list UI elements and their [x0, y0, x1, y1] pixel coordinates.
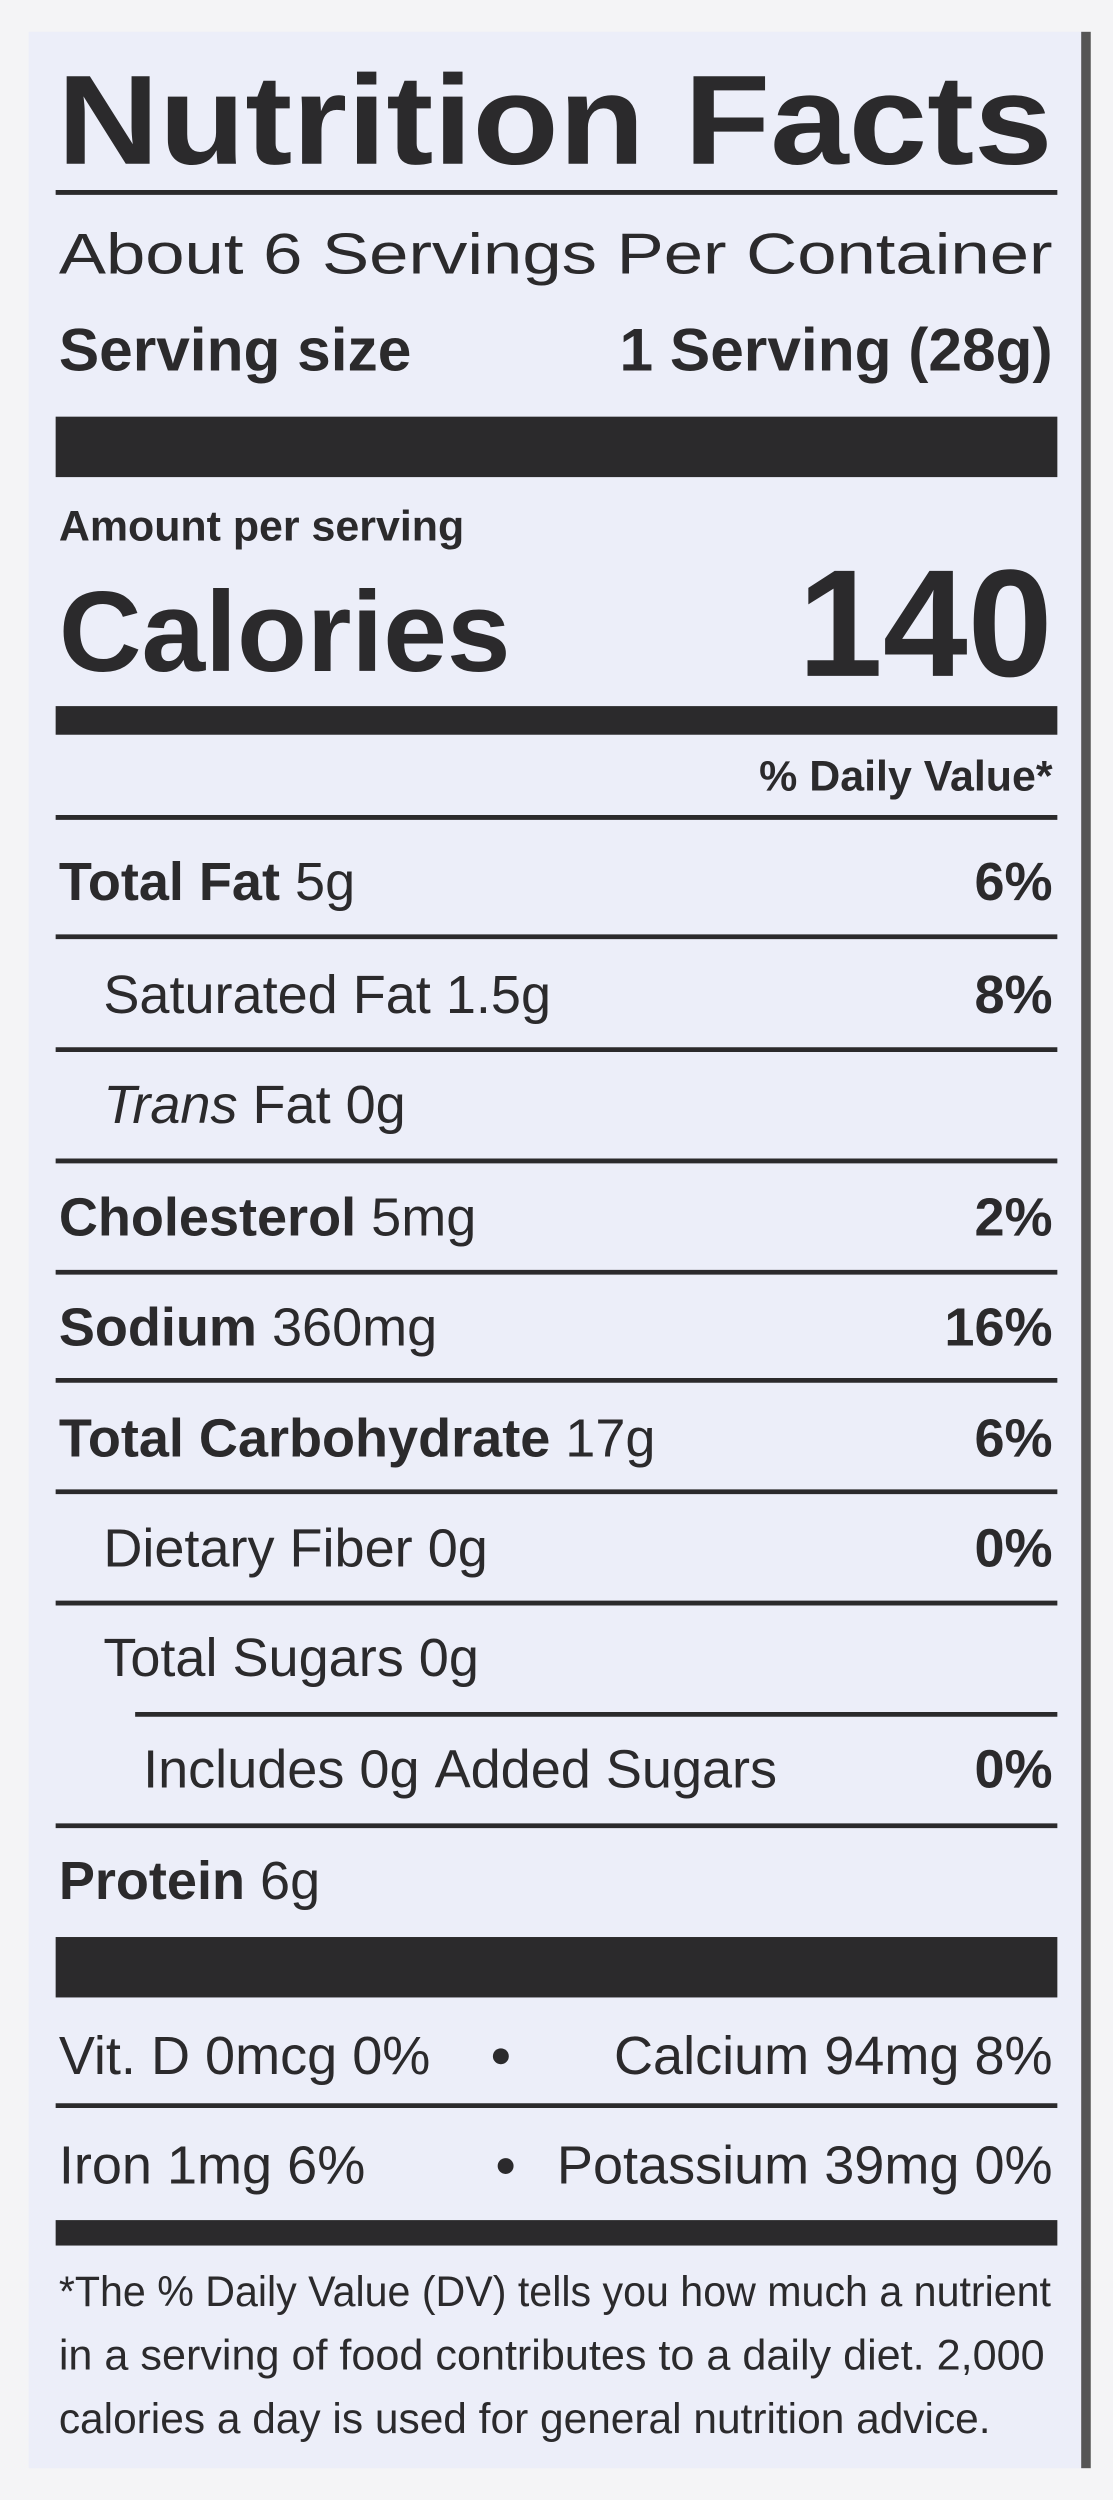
nutrient-row: Total Fat 5g — [59, 852, 355, 912]
text: 0g — [419, 1628, 479, 1688]
footnote-line: in a serving of food contributes to a da… — [59, 2332, 1045, 2380]
text: Protein — [59, 1851, 245, 1911]
nutrient-row: Dietary Fiber 0g — [103, 1518, 487, 1578]
text: 5mg — [371, 1188, 476, 1248]
nutrient-row: Includes 0g Added Sugars — [143, 1740, 777, 1800]
label-panel — [28, 31, 1085, 2469]
text: Cholesterol — [59, 1188, 356, 1248]
text: 0mcg — [205, 2026, 337, 2086]
text: 6% — [287, 2136, 365, 2196]
servings: About 6 Servings Per Container — [59, 223, 1053, 287]
thick-bar — [55, 416, 1058, 478]
dv: 0% — [974, 1518, 1052, 1578]
micronutrient: Vit. D 0mcg 0% — [59, 2026, 430, 2086]
serving-size-value: 1 Serving (28g) — [620, 316, 1053, 384]
text: Vit. D — [59, 2026, 190, 2086]
text: Iron — [59, 2136, 152, 2196]
medium-bar — [55, 2220, 1058, 2246]
text: 0% — [352, 2026, 430, 2086]
micronutrient: Iron 1mg 6% — [59, 2136, 365, 2196]
text: 0g — [359, 1740, 419, 1800]
text: Total Fat — [59, 852, 280, 912]
amount-per-serving: Amount per serving — [59, 503, 464, 551]
nutrient-row: Total Sugars 0g — [103, 1628, 479, 1688]
nutrient-row: Cholesterol 5mg — [59, 1188, 476, 1248]
text: 17g — [565, 1409, 655, 1469]
nutrient-row: Trans Fat 0g — [103, 1075, 405, 1135]
nutrient-row: Protein 6g — [59, 1851, 320, 1911]
dv: 0% — [974, 1740, 1052, 1800]
text: 6g — [260, 1851, 320, 1911]
medium-bar — [55, 706, 1058, 735]
serving-size-label: Serving size — [59, 316, 411, 384]
text: 94mg — [824, 2026, 959, 2086]
panel-edge — [1081, 31, 1091, 2469]
dv-header: % Daily Value* — [759, 752, 1053, 800]
text: Sodium — [59, 1297, 257, 1357]
text: Trans — [103, 1075, 237, 1135]
text: 8% — [974, 2026, 1052, 2086]
text: Total Carbohydrate — [59, 1409, 550, 1469]
text: 0g — [428, 1518, 488, 1578]
micronutrient: Calcium 94mg 8% — [614, 2026, 1053, 2086]
text: Dietary Fiber — [103, 1518, 412, 1578]
nutrient-row: Saturated Fat 1.5g — [103, 965, 551, 1025]
calories-label: Calories — [59, 568, 511, 696]
text: 1.5g — [446, 965, 551, 1025]
footnote-line: *The % Daily Value (DV) tells you how mu… — [59, 2268, 1051, 2316]
micronutrient: Potassium 39mg 0% — [557, 2136, 1053, 2196]
dv: 8% — [974, 965, 1052, 1025]
title: Nutrition Facts — [57, 49, 1052, 191]
text: Saturated Fat — [103, 965, 430, 1025]
text: 0g — [346, 1075, 406, 1135]
text: Includes — [143, 1740, 344, 1800]
dv: 16% — [944, 1297, 1052, 1357]
calories-value: 140 — [798, 539, 1053, 709]
text: 39mg — [824, 2136, 959, 2196]
bullet — [497, 2158, 514, 2174]
text: Total Sugars — [103, 1628, 403, 1688]
text: 1mg — [167, 2136, 272, 2196]
dv: 6% — [974, 1409, 1052, 1469]
text: Fat — [253, 1075, 331, 1135]
text: 360mg — [272, 1297, 437, 1357]
dv: 2% — [974, 1188, 1052, 1248]
text: Calcium — [614, 2026, 809, 2086]
nutrient-row: Total Carbohydrate 17g — [59, 1409, 656, 1469]
dv: 6% — [974, 852, 1052, 912]
text: 0% — [974, 2136, 1052, 2196]
text: Added Sugars — [435, 1740, 778, 1800]
footnote-line: calories a day is used for general nutri… — [59, 2395, 991, 2443]
bullet — [492, 2048, 509, 2065]
thick-bar — [55, 1937, 1058, 1998]
text: Potassium — [557, 2136, 809, 2196]
nutrient-row: Sodium 360mg — [59, 1297, 437, 1357]
text: 5g — [295, 852, 355, 912]
